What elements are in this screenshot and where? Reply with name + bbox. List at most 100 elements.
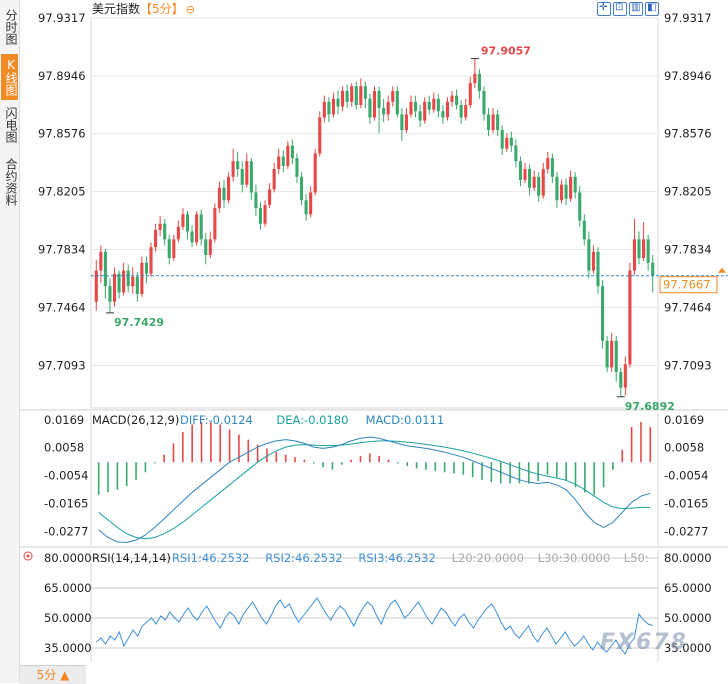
fit-icon[interactable]: ⊡ [613,2,627,16]
rsi-legend-item: L30:30.0000 [538,551,610,565]
candle-body [258,208,263,224]
candle-body [158,223,162,230]
candle-body [135,276,139,294]
candle-body [236,161,240,170]
candle-body [559,184,564,201]
candle-body [167,239,171,259]
settings-icon-dot [26,554,30,558]
price-tick-left: 97.8205 [38,185,86,199]
candle-body [213,208,217,240]
macd-tick-left: -0.0165 [44,497,88,511]
candle-body [450,95,454,102]
macd-tick-left: 0.0058 [44,441,84,455]
candle-body [122,270,126,293]
tab-contract-info[interactable]: 合约资料 [4,158,18,206]
candle-body [240,169,244,185]
dea-line [98,440,651,540]
candle-body [605,340,609,368]
candle-body [464,104,468,118]
macd-legend-item: MACD:0.0111 [366,413,445,427]
current-price-box [659,276,718,294]
price-tick-left: 97.7464 [38,300,86,314]
candle-body [482,90,486,115]
candle-body [427,101,431,110]
candle-body [596,251,600,287]
price-tick-right: 97.7834 [664,243,712,257]
rsi-legend-item: RSI1:46.2532 [172,551,249,565]
candle-body [190,231,194,243]
candle-body [231,161,235,177]
candle-body [290,145,294,159]
rsi-tick-left: 50.0000 [44,611,92,625]
high-label: 97.9057 [481,45,531,58]
price-panel-frame [90,17,659,409]
candle-body [386,101,390,115]
candle-body [245,161,249,185]
layout-icon[interactable]: ◧ [645,2,659,16]
chart-title: 美元指数【5分】 ⊖ [92,2,195,16]
macd-tick-right: -0.0165 [664,497,708,511]
candle-body [486,114,491,130]
candle-body [99,251,103,271]
low-left-label: 97.7429 [114,316,164,329]
candle-body [154,229,158,248]
macd-tick-right: 0.0058 [664,441,704,455]
candle-body [587,239,591,271]
candle-body [336,98,340,107]
macd-tick-left: -0.0277 [44,525,88,539]
period-selector[interactable]: 5分 ▲ [20,665,86,684]
candle-body [573,176,577,193]
macd-legend-item: DIFF:-0.0124 [180,413,253,427]
candle-body [185,214,190,232]
macd-label: MACD(26,12,9) [92,413,179,427]
candle-body [600,286,605,341]
candle-body [299,176,304,201]
rsi-tick-right: 35.0000 [664,641,712,655]
candle-body [368,98,372,118]
price-tick-right: 97.7464 [664,300,712,314]
candle-body [418,111,422,121]
macd-tick-left: 0.0169 [44,413,84,427]
candle-body [409,101,413,115]
candle-body [637,239,641,259]
tab-time-share[interactable]: 分时图 [4,9,18,45]
candle-body [345,90,349,102]
indicator-toggle-icon[interactable]: ⊖ [185,3,195,16]
price-tick-right: 97.8205 [664,185,712,199]
candle-body [149,247,153,274]
candle-body [318,117,322,154]
candle-body [582,220,586,240]
candle-body [518,161,523,180]
period-label: 5分 [36,668,57,682]
bars-icon[interactable]: ▥ [629,2,643,16]
candle-body [491,114,495,130]
candle-body [204,239,208,255]
candle-body [304,200,308,215]
candle-body [268,189,272,205]
candle-body [277,156,281,170]
tab-kline[interactable]: K线图 [1,54,18,100]
candle-body [372,90,377,118]
candle-body [628,270,632,365]
rsi-tick-right: 50.0000 [664,611,712,625]
macd-legend-item: DEA:-0.0180 [276,413,348,427]
candle-body [181,214,185,227]
crosshair-icon[interactable]: ✛ [597,2,611,16]
candle-body [272,169,276,190]
candle-body [391,90,395,102]
candle-body [176,226,180,240]
low-right-label: 97.6892 [625,400,675,413]
tab-flash-chart[interactable]: 闪电图 [4,107,18,143]
candle-body [642,239,646,259]
candle-body [163,223,167,240]
macd-tick-right: 0.0169 [664,413,704,427]
macd-tick-left: -0.0054 [44,469,88,483]
candle-body [619,372,623,388]
candle-body [327,101,331,115]
candle-body [532,176,536,188]
candle-body [377,90,381,109]
candle-body [103,251,107,287]
candle-body [222,187,226,201]
rsi-tick-left: 35.0000 [44,641,92,655]
